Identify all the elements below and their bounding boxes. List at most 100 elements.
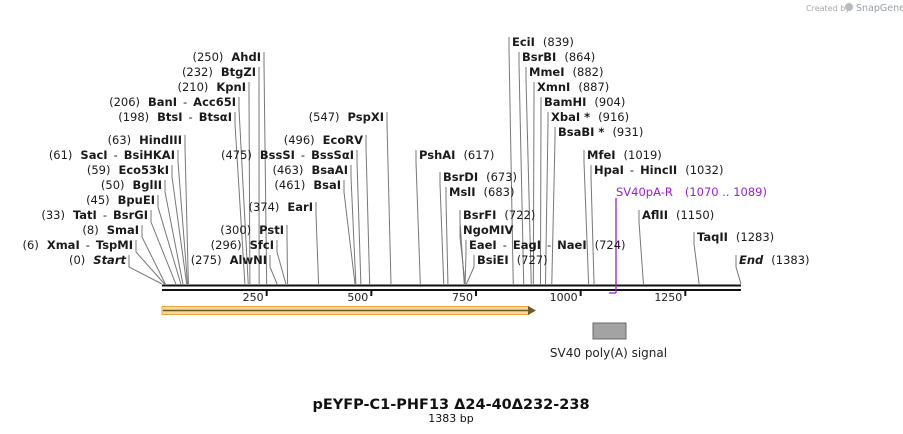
cut-site-enzyme: BtgZI bbox=[221, 65, 256, 79]
cut-site-position: (50) bbox=[101, 178, 125, 192]
cut-site-line bbox=[269, 255, 278, 285]
credit-prefix: Created by bbox=[806, 4, 850, 13]
cut-site-position: (461) bbox=[274, 178, 305, 192]
cut-site-position: (475) bbox=[221, 148, 252, 162]
cut-site-enzyme: BsaI bbox=[313, 178, 341, 192]
credit-brand: SnapGene bbox=[856, 3, 903, 14]
cut-site-enzyme: AhdI bbox=[231, 50, 261, 64]
cut-site-line bbox=[315, 202, 320, 285]
cut-site-label[interactable]: EciI (839) bbox=[512, 35, 574, 49]
cut-site-label[interactable]: HpaI - HincII (1032) bbox=[594, 163, 723, 177]
cut-site-label[interactable]: (496) EcoRV bbox=[284, 133, 363, 147]
cut-site-label[interactable]: (206) BanI - Acc65I bbox=[109, 95, 236, 109]
cut-site-enzyme: BpuEI bbox=[118, 193, 155, 207]
cut-site-label[interactable]: (63) HindIII bbox=[108, 133, 182, 147]
cut-site-position: (198) bbox=[118, 110, 149, 124]
cut-site-position: (8) bbox=[82, 223, 98, 237]
cut-site-position: (45) bbox=[86, 193, 110, 207]
cut-site-label[interactable]: (475) BssSI - BssSαI bbox=[221, 148, 354, 162]
cut-site-enzyme: SfcI bbox=[250, 238, 274, 252]
ruler-tick-label: 750 bbox=[452, 291, 473, 304]
cut-site-position: (916) bbox=[598, 110, 629, 124]
cut-site-label[interactable]: MslI (683) bbox=[449, 185, 514, 199]
cut-site-enzyme: TatI bbox=[73, 208, 97, 222]
cut-site-label[interactable]: MmeI (882) bbox=[529, 65, 603, 79]
cut-site-label[interactable]: (50) BglII bbox=[101, 178, 162, 192]
cut-site-line bbox=[638, 210, 644, 285]
cut-site-position: (1283) bbox=[736, 230, 774, 244]
cut-site-enzyme: End bbox=[739, 253, 764, 267]
cut-site-label[interactable]: BamHI (904) bbox=[544, 95, 625, 109]
primer-range: (1070 .. 1089) bbox=[685, 185, 767, 199]
cut-site-label[interactable]: (547) PspXI bbox=[309, 110, 384, 124]
cut-site-enzyme: BtsαI bbox=[199, 110, 232, 124]
cut-site-label[interactable]: BsrFI (722) bbox=[463, 208, 535, 222]
cut-site-separator: - bbox=[301, 148, 305, 162]
cut-site-label[interactable]: AflII (1150) bbox=[642, 208, 714, 222]
cut-site-position: (59) bbox=[87, 163, 111, 177]
cut-site-label[interactable]: TaqII (1283) bbox=[697, 230, 774, 244]
cut-site-position: (374) bbox=[248, 200, 279, 214]
cut-site-label[interactable]: (463) BsaAI bbox=[273, 163, 349, 177]
cut-site-label[interactable]: (296) SfcI bbox=[211, 238, 274, 252]
sv40-polya-box bbox=[592, 322, 627, 340]
cut-site-label[interactable]: XmnI (887) bbox=[537, 80, 609, 94]
snapgene-logo-icon bbox=[845, 3, 853, 11]
cut-site-label[interactable]: (6) XmaI - TspMI bbox=[23, 238, 133, 252]
cut-site-position: (1383) bbox=[771, 253, 809, 267]
cut-site-line bbox=[525, 67, 532, 285]
sequence-backbone bbox=[162, 284, 741, 291]
cut-site-label[interactable]: MfeI (1019) bbox=[587, 148, 662, 162]
feature-eyfp[interactable] bbox=[161, 306, 536, 315]
cut-site-enzyme: XmnI bbox=[537, 80, 570, 94]
cut-site-enzyme: AflII bbox=[642, 208, 668, 222]
cut-site-enzyme: BamHI bbox=[544, 95, 586, 109]
cut-site-enzyme: MmeI bbox=[529, 65, 565, 79]
cut-site-line bbox=[551, 127, 556, 285]
cut-site-label[interactable]: (59) Eco53kI bbox=[87, 163, 169, 177]
cut-site-label[interactable]: (198) BtsI - BtsαI bbox=[118, 110, 232, 124]
cut-site-position: (673) bbox=[486, 170, 517, 184]
cut-site-label[interactable]: (250) AhdI bbox=[192, 50, 261, 64]
cut-site-label[interactable]: (8) SmaI bbox=[82, 223, 139, 237]
cut-site-position: (547) bbox=[309, 110, 340, 124]
cut-site-label[interactable]: (61) SacI - BsiHKAI bbox=[49, 148, 175, 162]
cut-site-label[interactable]: (45) BpuEI bbox=[86, 193, 155, 207]
cut-site-enzyme: BsrGI bbox=[113, 208, 148, 222]
cut-site-separator: - bbox=[103, 208, 107, 222]
cut-site-label[interactable]: PshAI (617) bbox=[419, 148, 494, 162]
cut-site-label[interactable]: BsiEI (727) bbox=[477, 253, 548, 267]
cut-site-label[interactable]: (232) BtgZI bbox=[182, 65, 256, 79]
cut-site-label[interactable]: (33) TatI - BsrGI bbox=[41, 208, 148, 222]
cut-site-label[interactable]: BsrBI (864) bbox=[522, 50, 595, 64]
cut-site-label[interactable]: NgoMIV bbox=[463, 223, 513, 237]
cut-site-label[interactable]: BsrDI (673) bbox=[443, 170, 517, 184]
cut-site-line bbox=[459, 225, 466, 285]
cut-site-enzyme: EagI bbox=[513, 238, 541, 252]
cut-site-line bbox=[735, 255, 742, 285]
cut-site-line bbox=[532, 82, 535, 285]
cut-site-enzyme: SmaI bbox=[107, 223, 139, 237]
cut-site-enzyme: BsiHKAI bbox=[124, 148, 175, 162]
cut-site-line bbox=[590, 165, 595, 285]
cut-site-enzyme: BsaBI * bbox=[558, 125, 604, 139]
cut-site-label[interactable]: (300) PstI bbox=[220, 223, 284, 237]
cut-site-label[interactable]: (210) KpnI bbox=[177, 80, 246, 94]
cut-site-label[interactable]: EaeI - EagI - NaeI (724) bbox=[469, 238, 626, 252]
cut-site-label[interactable]: (0) Start bbox=[69, 253, 127, 267]
cut-site-enzyme: PstI bbox=[259, 223, 284, 237]
cut-site-label[interactable]: (275) AlwNI bbox=[191, 253, 267, 267]
cut-site-position: (206) bbox=[109, 95, 140, 109]
feature-sv40-polya[interactable]: SV40 poly(A) signal bbox=[550, 322, 667, 360]
cut-site-line bbox=[544, 112, 549, 285]
cut-site-line bbox=[583, 150, 590, 285]
primer-sv40pa-r[interactable]: SV40pA-R (1070 .. 1089) bbox=[609, 185, 767, 294]
cut-site-label[interactable]: End (1383) bbox=[739, 253, 810, 267]
map-title: pEYFP-C1-PHF13 Δ24-40Δ232-238 bbox=[312, 397, 589, 413]
cut-site-label[interactable]: XbaI * (916) bbox=[551, 110, 629, 124]
cut-site-label[interactable]: (374) EarI bbox=[248, 200, 313, 214]
cut-site-label[interactable]: (461) BsaI bbox=[274, 178, 341, 192]
cut-site-label[interactable]: BsaBI * (931) bbox=[558, 125, 643, 139]
eyfp-arrow-head-icon bbox=[528, 306, 536, 315]
cut-site-line bbox=[184, 135, 189, 285]
